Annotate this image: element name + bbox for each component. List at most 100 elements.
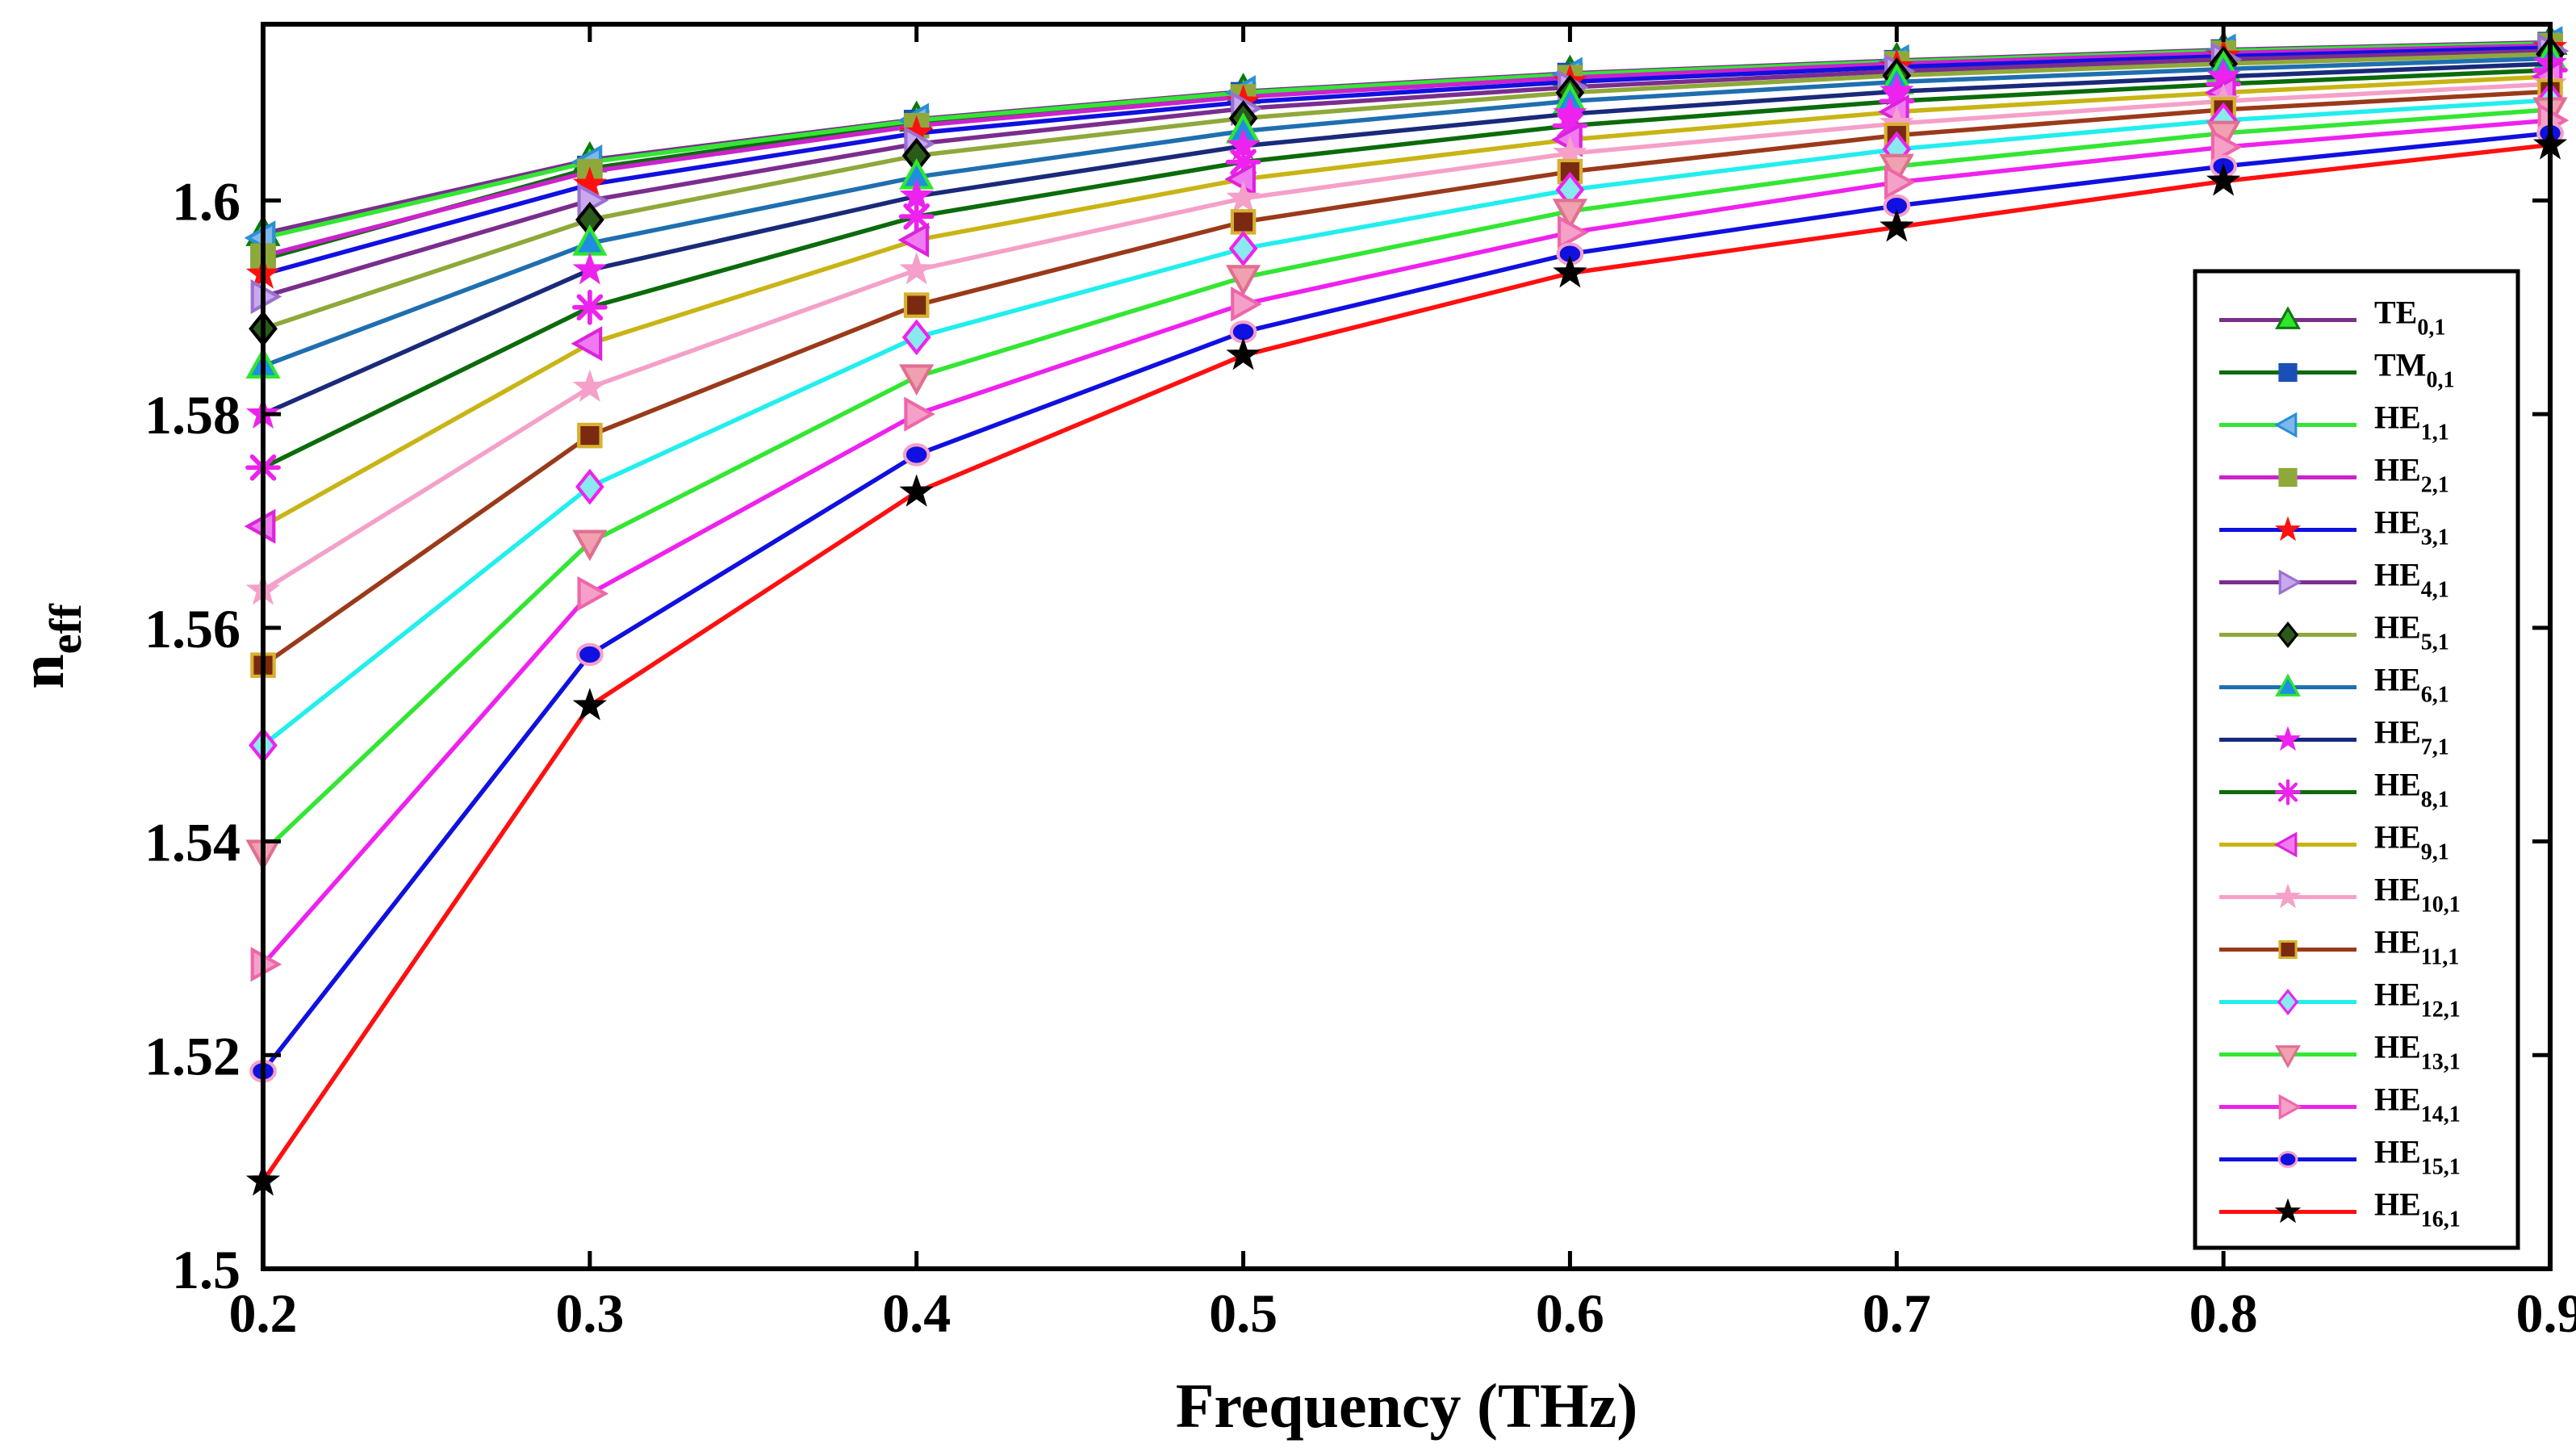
legend-label: HE7,1 — [2374, 714, 2449, 760]
data-point — [1226, 180, 1261, 213]
y-tick-label: 1.6 — [172, 170, 240, 232]
data-point — [1558, 215, 1589, 250]
legend-label-sub: 7,1 — [2421, 735, 2449, 760]
legend-label-sub: 0,1 — [2417, 316, 2445, 341]
data-point — [899, 364, 935, 396]
legend-item: HE13,1 — [2219, 1029, 2461, 1075]
legend-label: TM0,1 — [2374, 347, 2454, 393]
legend-item: HE2,1 — [2219, 452, 2449, 498]
legend-label-sub: 12,1 — [2421, 998, 2461, 1023]
y-tick-label: 1.5 — [172, 1239, 240, 1300]
series-line — [262, 56, 2551, 369]
data-point — [902, 443, 930, 467]
legend-item: TM0,1 — [2219, 347, 2454, 393]
legend-label: HE10,1 — [2374, 872, 2461, 918]
legend-label-sub: 1,1 — [2421, 421, 2449, 446]
data-point — [572, 529, 608, 562]
data-point — [901, 319, 931, 356]
x-tick-label: 0.7 — [1863, 1283, 1931, 1344]
legend-label-sub: 15,1 — [2421, 1155, 2461, 1180]
x-tick-label: 0.9 — [2516, 1283, 2576, 1344]
legend-label-main: HE — [2374, 1186, 2421, 1223]
legend-marker — [2278, 467, 2298, 487]
legend-marker — [2274, 883, 2302, 909]
legend-label: HE1,1 — [2374, 400, 2449, 446]
data-point — [1224, 161, 1256, 197]
data-point — [572, 688, 608, 721]
legend-label: HE13,1 — [2374, 1029, 2461, 1075]
legend-label-sub: 4,1 — [2421, 578, 2449, 603]
series-line — [261, 98, 2551, 747]
legend-label-main: HE — [2374, 662, 2421, 698]
data-point-stroke — [576, 294, 604, 321]
legend-marker — [2277, 1151, 2298, 1169]
series-line — [262, 52, 2551, 331]
legend-item: HE8,1 — [2219, 767, 2449, 813]
legend-marker — [2277, 989, 2299, 1015]
series-line — [261, 142, 2551, 1183]
legend-label-main: HE — [2374, 767, 2421, 803]
series-he-14-1 — [250, 103, 2570, 982]
series-line — [261, 82, 2551, 592]
y-axis-label-sub: eff — [41, 603, 91, 655]
legend-label-sub: 10,1 — [2421, 893, 2461, 918]
legend-label-main: HE — [2374, 1029, 2421, 1065]
x-tick-label: 0.6 — [1536, 1283, 1604, 1344]
data-point — [1230, 209, 1257, 235]
data-point — [572, 369, 608, 403]
legend-marker — [2273, 412, 2298, 438]
legend-item: HE6,1 — [2219, 662, 2449, 708]
legend-label: HE15,1 — [2374, 1134, 2461, 1180]
legend-label-sub: 14,1 — [2421, 1103, 2461, 1128]
plot-frame — [261, 22, 2553, 1271]
legend-item: HE5,1 — [2219, 609, 2449, 655]
legend-label-sub: 13,1 — [2421, 1050, 2461, 1075]
data-point — [577, 575, 609, 612]
data-point — [1228, 230, 1258, 267]
legend-item: HE7,1 — [2219, 714, 2449, 760]
series-line — [261, 61, 2551, 416]
data-point — [575, 468, 604, 505]
y-tick-label: 1.52 — [144, 1025, 240, 1086]
legend-label: HE14,1 — [2374, 1082, 2461, 1128]
data-point — [572, 289, 608, 325]
data-point — [572, 252, 608, 285]
data-point — [899, 252, 934, 285]
legend-label: TE0,1 — [2374, 295, 2445, 341]
y-tick-label: 1.54 — [144, 812, 240, 873]
legend-label-main: TE — [2374, 295, 2417, 331]
series-line — [261, 131, 2551, 1073]
x-tick-label: 0.4 — [882, 1283, 951, 1344]
legend-label: HE16,1 — [2374, 1186, 2461, 1232]
x-tick-label: 0.5 — [1209, 1283, 1278, 1344]
legend-marker — [2274, 1198, 2302, 1224]
data-point — [571, 326, 603, 362]
legend-label-main: HE — [2374, 452, 2421, 488]
legend-item: HE14,1 — [2219, 1082, 2461, 1128]
y-axis-label-main: n — [6, 654, 77, 688]
series-line — [261, 118, 2551, 966]
legend-label: HE3,1 — [2374, 504, 2449, 550]
legend-label-sub: 16,1 — [2421, 1207, 2461, 1232]
legend-label: HE11,1 — [2374, 924, 2459, 970]
x-tick-label: 0.2 — [229, 1283, 298, 1344]
legend-item: TE0,1 — [2219, 295, 2445, 341]
legend-item: HE1,1 — [2219, 400, 2449, 446]
x-tick-label: 0.8 — [2189, 1283, 2258, 1344]
series-line — [261, 68, 2551, 470]
legend-label-main: HE — [2374, 872, 2421, 908]
legend-label-sub: 3,1 — [2421, 525, 2449, 550]
legend-label-sub: 8,1 — [2421, 788, 2449, 813]
data-point — [575, 642, 604, 667]
legend-label-sub: 6,1 — [2421, 683, 2449, 708]
legend-marker — [2278, 569, 2302, 596]
y-tick-label: 1.58 — [144, 384, 240, 446]
legend-label-main: HE — [2374, 1134, 2421, 1170]
legend-marker-stroke — [2278, 782, 2298, 802]
x-tick-label: 0.3 — [555, 1283, 624, 1344]
legend-label-sub: 2,1 — [2421, 473, 2449, 498]
legend-label: HE9,1 — [2374, 819, 2449, 865]
series-line — [262, 48, 2551, 299]
